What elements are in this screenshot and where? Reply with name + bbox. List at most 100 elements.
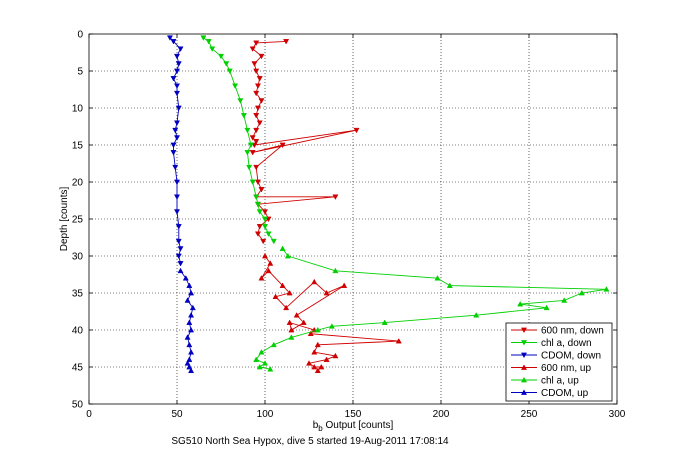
data-point — [265, 267, 272, 274]
data-point — [254, 179, 261, 186]
data-point — [166, 35, 173, 41]
data-point — [177, 46, 184, 52]
data-point — [177, 261, 184, 267]
data-point — [253, 68, 260, 75]
data-point — [186, 363, 193, 370]
y-tick-label: 15 — [72, 141, 84, 152]
data-point — [323, 356, 330, 362]
legend-box — [505, 322, 613, 402]
data-point — [258, 187, 265, 193]
data-point — [253, 90, 260, 97]
data-point — [353, 127, 360, 134]
x-axis-label-main: b — [313, 420, 319, 431]
y-tick-label: 30 — [72, 252, 84, 263]
data-point — [209, 46, 216, 52]
data-point — [170, 150, 177, 156]
data-point — [188, 289, 195, 296]
data-point — [288, 326, 295, 333]
data-point — [332, 194, 339, 200]
data-point — [256, 363, 263, 370]
data-point — [173, 120, 181, 126]
legend-item: chl a, up — [511, 376, 579, 387]
data-point — [175, 253, 182, 260]
data-point — [175, 224, 182, 230]
series-line — [252, 40, 357, 242]
data-point — [286, 319, 293, 325]
data-point — [253, 138, 260, 145]
legend-item: CDOM, down — [511, 351, 601, 362]
y-tick-label: 10 — [72, 104, 84, 115]
data-point — [341, 282, 348, 288]
data-point — [223, 61, 230, 67]
data-point — [189, 304, 196, 311]
x-tick-label: 50 — [171, 409, 183, 420]
legend-item: CDOM, up — [511, 388, 589, 399]
data-point — [307, 330, 314, 337]
x-tick-label: 150 — [345, 409, 362, 420]
series-1 — [200, 35, 277, 245]
data-point — [446, 282, 453, 288]
data-point — [173, 90, 181, 97]
data-point — [232, 83, 239, 89]
data-point — [395, 337, 402, 344]
data-point — [246, 164, 253, 171]
data-point — [184, 334, 191, 340]
data-point — [173, 68, 181, 75]
data-point — [254, 83, 261, 89]
legend-swatch-marker — [520, 389, 528, 395]
series-5 — [177, 267, 196, 374]
legend-label: CDOM, down — [541, 351, 601, 362]
data-point — [184, 360, 191, 366]
data-point — [251, 61, 258, 67]
legend-label: chl a, up — [541, 376, 579, 387]
data-point — [323, 289, 330, 296]
legend-swatch-marker — [520, 364, 528, 370]
x-tick-label: 300 — [609, 409, 626, 420]
y-tick-label: 25 — [72, 215, 84, 226]
legend-swatch-marker — [520, 376, 528, 383]
data-point — [270, 238, 277, 245]
data-point — [175, 61, 182, 67]
series-line — [261, 255, 399, 372]
legend-item: 600 nm, down — [511, 326, 604, 337]
data-point — [314, 341, 321, 348]
data-point — [240, 113, 247, 119]
data-point — [261, 224, 269, 230]
legend-item: 600 nm, up — [511, 363, 591, 374]
series-layer — [166, 35, 610, 374]
series-4 — [253, 245, 610, 372]
data-point — [261, 209, 269, 215]
data-point — [205, 39, 212, 45]
data-point — [332, 267, 339, 274]
y-tick-label: 35 — [72, 289, 84, 300]
data-point — [253, 164, 260, 171]
data-point — [311, 278, 318, 285]
data-point — [170, 76, 177, 82]
data-point — [279, 142, 286, 149]
data-point — [226, 68, 233, 75]
x-tick-label: 0 — [86, 409, 92, 420]
data-point — [328, 323, 335, 329]
footnote: SG510 North Sea Hypox, dive 5 started 19… — [171, 436, 449, 447]
data-point — [288, 334, 295, 340]
data-point — [260, 238, 267, 245]
legend-swatch-marker — [520, 340, 528, 346]
y-axis-label: Depth [counts] — [59, 187, 70, 252]
data-point — [249, 150, 256, 156]
data-point — [186, 341, 193, 348]
data-point — [170, 39, 177, 45]
data-point — [561, 297, 568, 303]
data-point — [172, 164, 179, 171]
data-point — [256, 76, 263, 82]
legend-swatch-marker — [520, 352, 528, 359]
data-point — [284, 252, 291, 259]
data-point — [543, 304, 550, 311]
data-point — [279, 282, 286, 288]
data-point — [270, 341, 277, 348]
data-point — [254, 231, 261, 237]
data-point — [254, 201, 261, 208]
